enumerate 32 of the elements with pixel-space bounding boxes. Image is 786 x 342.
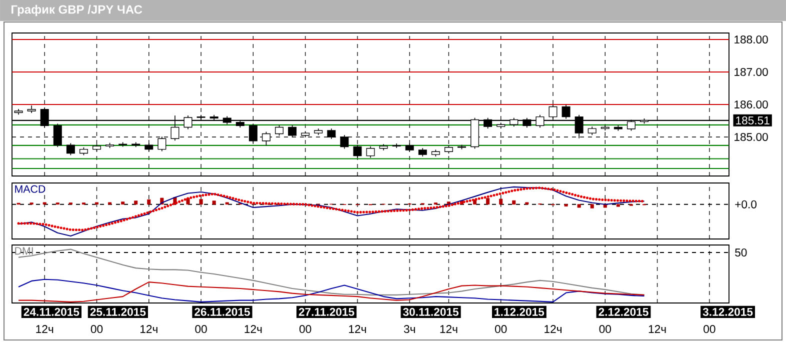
- ref-line-label: +0.0: [735, 200, 757, 208]
- text: 3.12.2015: [702, 308, 753, 316]
- text: 27.11.2015: [298, 308, 354, 316]
- x-tick-label: 00: [599, 325, 611, 334]
- text: 25.11.2015: [90, 308, 146, 316]
- text: 1.12.2015: [494, 308, 544, 316]
- x-tick-label: 12ч: [349, 325, 366, 333]
- x-tick-label: 00: [494, 325, 507, 334]
- y-tick-label: 185.00: [734, 132, 768, 141]
- x-tick-label: 00: [704, 325, 716, 334]
- x-tick-label: 12ч: [244, 325, 262, 333]
- x-tick-label: 12ч: [36, 325, 54, 333]
- y-tick-label: 186.00: [734, 100, 768, 108]
- text: 2.12.2015: [598, 308, 648, 316]
- chart-title: MACD: [15, 185, 46, 193]
- x-tick-label: 3ч: [404, 325, 415, 334]
- chart-title: DMI: [15, 247, 33, 255]
- x-tick-label: 00: [299, 325, 312, 334]
- chart-title: График GBP /JPY ЧАС: [12, 4, 142, 16]
- x-tick-label: 12ч: [440, 325, 458, 333]
- x-tick-label: 12ч: [544, 325, 562, 333]
- x-tick-label: 12ч: [140, 325, 158, 333]
- text: 26.11.2015: [194, 308, 250, 316]
- x-tick-label: 00: [195, 325, 207, 334]
- text: 30.11.2015: [403, 308, 459, 316]
- ref-line-label: 185.51: [736, 116, 770, 124]
- x-tick-label: 12ч: [648, 325, 666, 333]
- x-tick-label: 00: [90, 325, 103, 334]
- text: 50: [735, 248, 747, 257]
- text: 24.11.2015: [24, 308, 80, 316]
- y-tick-label: 188.00: [734, 35, 768, 44]
- y-tick-label: 187.00: [734, 68, 768, 76]
